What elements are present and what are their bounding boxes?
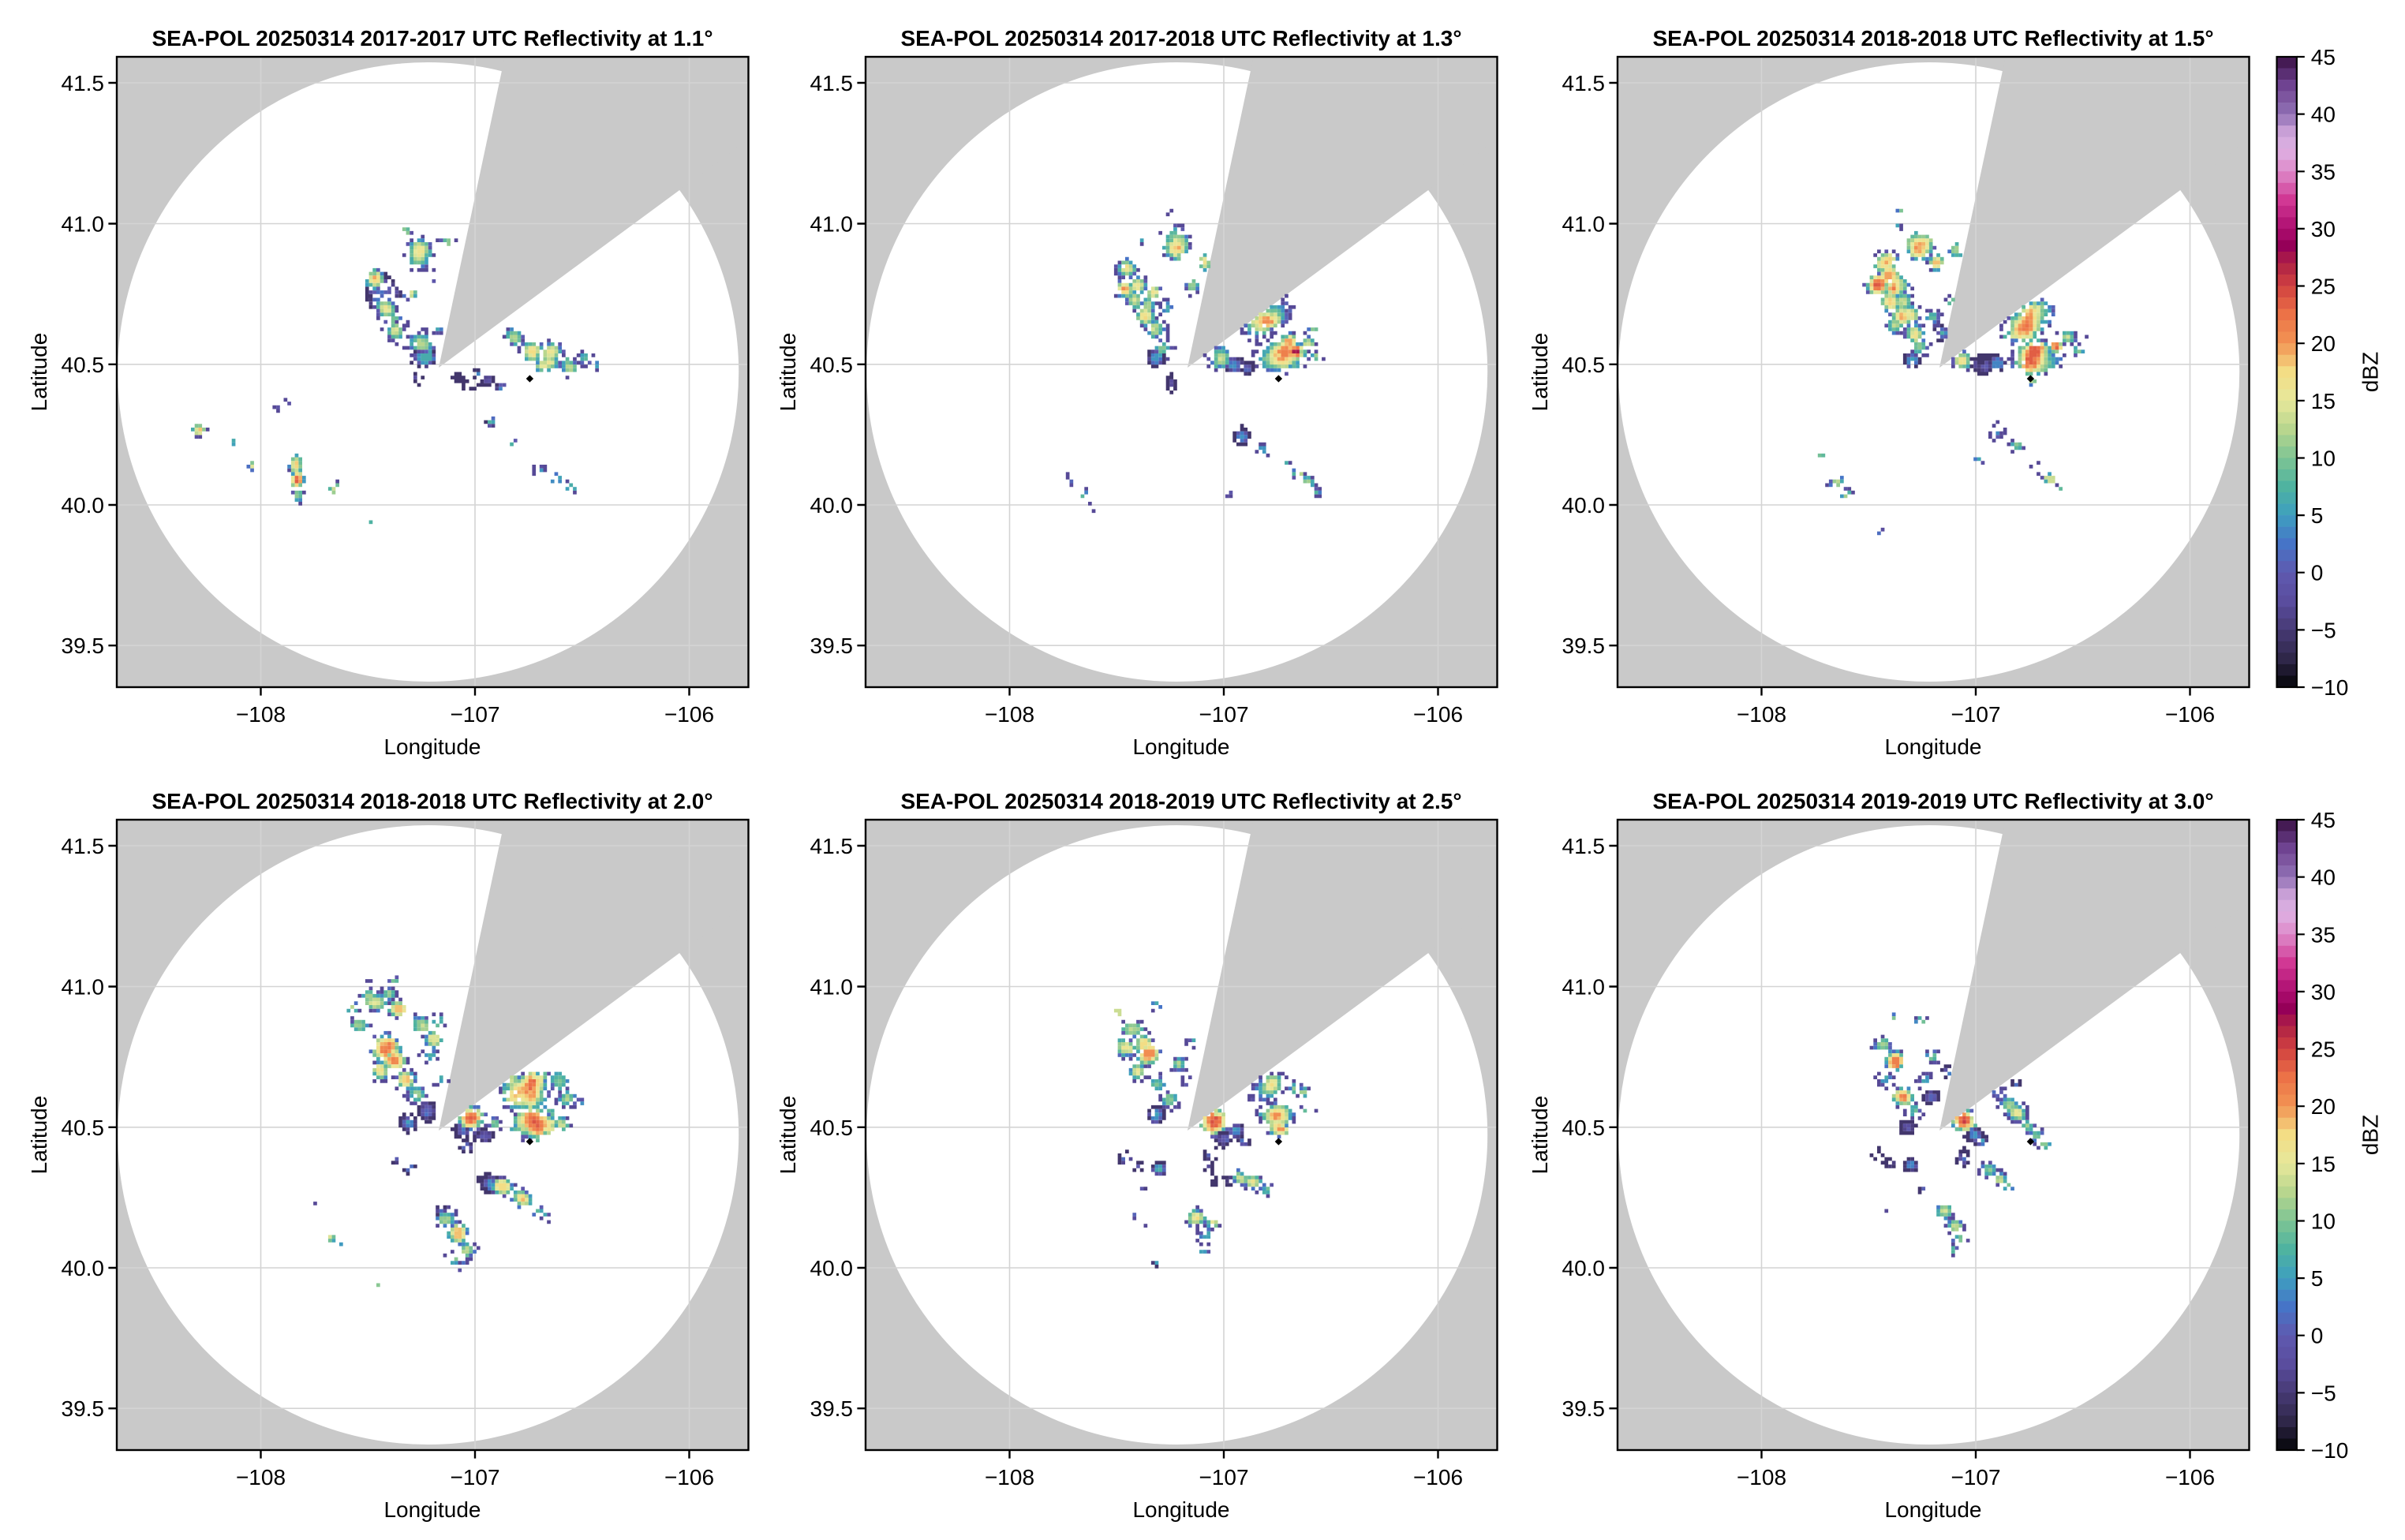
svg-text:5: 5 — [2311, 1266, 2324, 1291]
svg-text:Latitude: Latitude — [1528, 333, 1552, 412]
svg-text:−10: −10 — [2311, 675, 2349, 700]
svg-text:−108: −108 — [1737, 1465, 1786, 1490]
svg-text:39.5: 39.5 — [810, 634, 854, 658]
svg-text:40.5: 40.5 — [62, 353, 105, 377]
svg-text:39.5: 39.5 — [1562, 634, 1606, 658]
svg-text:20: 20 — [2311, 1094, 2336, 1119]
svg-text:41.0: 41.0 — [810, 975, 854, 1000]
svg-text:41.0: 41.0 — [62, 212, 105, 237]
svg-text:5: 5 — [2311, 503, 2324, 528]
svg-text:40: 40 — [2311, 103, 2336, 127]
svg-text:41.5: 41.5 — [62, 834, 105, 858]
svg-text:15: 15 — [2311, 1152, 2336, 1176]
svg-text:30: 30 — [2311, 217, 2336, 241]
svg-text:41.5: 41.5 — [1562, 834, 1606, 858]
svg-text:39.5: 39.5 — [1562, 1396, 1606, 1421]
svg-text:−108: −108 — [236, 702, 286, 727]
svg-text:−107: −107 — [1199, 1465, 1248, 1490]
svg-text:39.5: 39.5 — [62, 1396, 105, 1421]
svg-text:−108: −108 — [985, 702, 1034, 727]
svg-text:Longitude: Longitude — [1884, 1497, 1981, 1522]
svg-text:Latitude: Latitude — [776, 333, 800, 412]
svg-text:−108: −108 — [236, 1465, 286, 1490]
svg-text:10: 10 — [2311, 447, 2336, 471]
svg-text:41.5: 41.5 — [810, 71, 854, 95]
svg-text:Longitude: Longitude — [383, 734, 481, 759]
svg-text:0: 0 — [2311, 1324, 2324, 1348]
svg-text:40.0: 40.0 — [810, 1256, 854, 1280]
svg-text:−108: −108 — [985, 1465, 1034, 1490]
svg-text:41.5: 41.5 — [810, 834, 854, 858]
svg-text:SEA-POL 20250314 2018-2018 UTC: SEA-POL 20250314 2018-2018 UTC Reflectiv… — [151, 789, 713, 813]
svg-text:−107: −107 — [1951, 702, 2000, 727]
svg-text:41.0: 41.0 — [1562, 975, 1606, 1000]
svg-text:39.5: 39.5 — [62, 634, 105, 658]
svg-text:30: 30 — [2311, 980, 2336, 1004]
svg-text:dBZ: dBZ — [2358, 352, 2383, 392]
svg-text:−106: −106 — [664, 1465, 714, 1490]
svg-text:0: 0 — [2311, 561, 2324, 585]
svg-text:41.0: 41.0 — [62, 975, 105, 1000]
svg-text:41.5: 41.5 — [62, 71, 105, 95]
svg-text:−106: −106 — [2165, 1465, 2215, 1490]
svg-text:SEA-POL 20250314 2017-2018 UTC: SEA-POL 20250314 2017-2018 UTC Reflectiv… — [900, 26, 1461, 50]
svg-text:40.0: 40.0 — [1562, 493, 1606, 518]
svg-text:40.0: 40.0 — [810, 493, 854, 518]
svg-text:40.0: 40.0 — [1562, 1256, 1606, 1280]
svg-text:40.0: 40.0 — [62, 493, 105, 518]
svg-text:35: 35 — [2311, 159, 2336, 184]
svg-text:35: 35 — [2311, 922, 2336, 947]
svg-text:Latitude: Latitude — [776, 1096, 800, 1175]
svg-text:−106: −106 — [2165, 702, 2215, 727]
svg-text:20: 20 — [2311, 331, 2336, 356]
svg-text:25: 25 — [2311, 1037, 2336, 1062]
svg-text:41.0: 41.0 — [1562, 212, 1606, 237]
svg-text:39.5: 39.5 — [810, 1396, 854, 1421]
svg-text:41.5: 41.5 — [1562, 71, 1606, 95]
svg-text:SEA-POL 20250314 2019-2019 UTC: SEA-POL 20250314 2019-2019 UTC Reflectiv… — [1652, 789, 2213, 813]
svg-text:40: 40 — [2311, 865, 2336, 890]
svg-text:SEA-POL 20250314 2018-2018 UTC: SEA-POL 20250314 2018-2018 UTC Reflectiv… — [1652, 26, 2213, 50]
svg-text:−107: −107 — [450, 702, 499, 727]
svg-text:SEA-POL 20250314 2018-2019 UTC: SEA-POL 20250314 2018-2019 UTC Reflectiv… — [900, 789, 1461, 813]
svg-text:−5: −5 — [2311, 1381, 2336, 1405]
svg-text:Longitude: Longitude — [383, 1497, 481, 1522]
svg-text:40.5: 40.5 — [1562, 1116, 1606, 1140]
svg-text:−10: −10 — [2311, 1438, 2349, 1463]
svg-text:Latitude: Latitude — [27, 333, 51, 412]
svg-text:Latitude: Latitude — [27, 1096, 51, 1175]
svg-text:Longitude: Longitude — [1132, 1497, 1229, 1522]
svg-text:40.5: 40.5 — [810, 353, 854, 377]
svg-text:−106: −106 — [664, 702, 714, 727]
svg-text:40.0: 40.0 — [62, 1256, 105, 1280]
svg-text:41.0: 41.0 — [810, 212, 854, 237]
svg-text:15: 15 — [2311, 389, 2336, 413]
svg-text:−107: −107 — [450, 1465, 499, 1490]
svg-text:dBZ: dBZ — [2358, 1115, 2383, 1155]
svg-text:−107: −107 — [1951, 1465, 2000, 1490]
svg-text:−106: −106 — [1413, 702, 1463, 727]
svg-text:−108: −108 — [1737, 702, 1786, 727]
svg-text:45: 45 — [2311, 45, 2336, 69]
svg-text:Longitude: Longitude — [1884, 734, 1981, 759]
svg-text:25: 25 — [2311, 275, 2336, 299]
svg-text:−107: −107 — [1199, 702, 1248, 727]
svg-text:Latitude: Latitude — [1528, 1096, 1552, 1175]
svg-text:40.5: 40.5 — [1562, 353, 1606, 377]
svg-text:45: 45 — [2311, 808, 2336, 832]
svg-text:−5: −5 — [2311, 618, 2336, 642]
svg-text:40.5: 40.5 — [62, 1116, 105, 1140]
svg-text:Longitude: Longitude — [1132, 734, 1229, 759]
svg-text:−106: −106 — [1413, 1465, 1463, 1490]
svg-text:40.5: 40.5 — [810, 1116, 854, 1140]
svg-text:10: 10 — [2311, 1209, 2336, 1234]
svg-text:SEA-POL 20250314 2017-2017 UTC: SEA-POL 20250314 2017-2017 UTC Reflectiv… — [151, 26, 713, 50]
